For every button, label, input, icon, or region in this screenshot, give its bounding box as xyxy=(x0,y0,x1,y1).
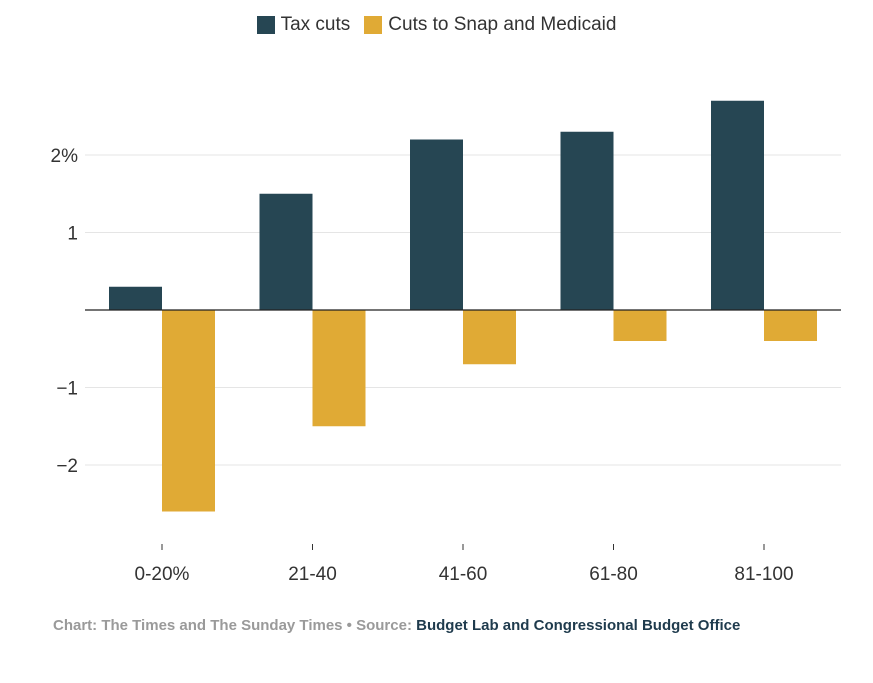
bar-snap-medicaid xyxy=(162,310,215,512)
y-tick-label: −1 xyxy=(56,379,78,400)
legend-swatch-snap-medicaid xyxy=(364,16,383,34)
chart-footer: Chart: The Times and The Sunday Times • … xyxy=(53,617,740,634)
x-tick-label: 41-60 xyxy=(439,564,488,585)
y-tick-label: 2% xyxy=(51,146,79,167)
y-tick-label: −2 xyxy=(56,456,78,477)
legend-label-tax-cuts: Tax cuts xyxy=(280,14,351,35)
legend-swatch-tax-cuts xyxy=(256,16,275,34)
bar-snap-medicaid xyxy=(463,310,516,365)
bar-snap-medicaid xyxy=(764,310,817,341)
footer-source: Budget Lab and Congressional Budget Offi… xyxy=(416,617,741,634)
bar-tax-cuts xyxy=(410,139,463,310)
x-tick-label: 21-40 xyxy=(288,564,337,585)
y-tick-label: 1 xyxy=(67,224,78,245)
legend-item-snap-medicaid: Cuts to Snap and Medicaid xyxy=(364,14,616,36)
bar-tax-cuts xyxy=(711,100,764,310)
x-tick-label: 61-80 xyxy=(589,564,638,585)
legend: Tax cuts Cuts to Snap and Medicaid xyxy=(0,14,873,36)
bar-snap-medicaid xyxy=(312,310,366,427)
footer-credit: Chart: The Times and The Sunday Times • … xyxy=(53,617,417,634)
legend-item-tax-cuts: Tax cuts xyxy=(256,14,351,36)
bar-snap-medicaid xyxy=(613,310,667,341)
bar-tax-cuts xyxy=(560,131,614,310)
legend-label-snap-medicaid: Cuts to Snap and Medicaid xyxy=(388,14,617,35)
x-tick-label: 0-20% xyxy=(135,564,190,585)
bar-tax-cuts xyxy=(109,286,162,310)
bar-tax-cuts xyxy=(259,193,313,310)
x-tick-label: 81-100 xyxy=(734,564,793,585)
